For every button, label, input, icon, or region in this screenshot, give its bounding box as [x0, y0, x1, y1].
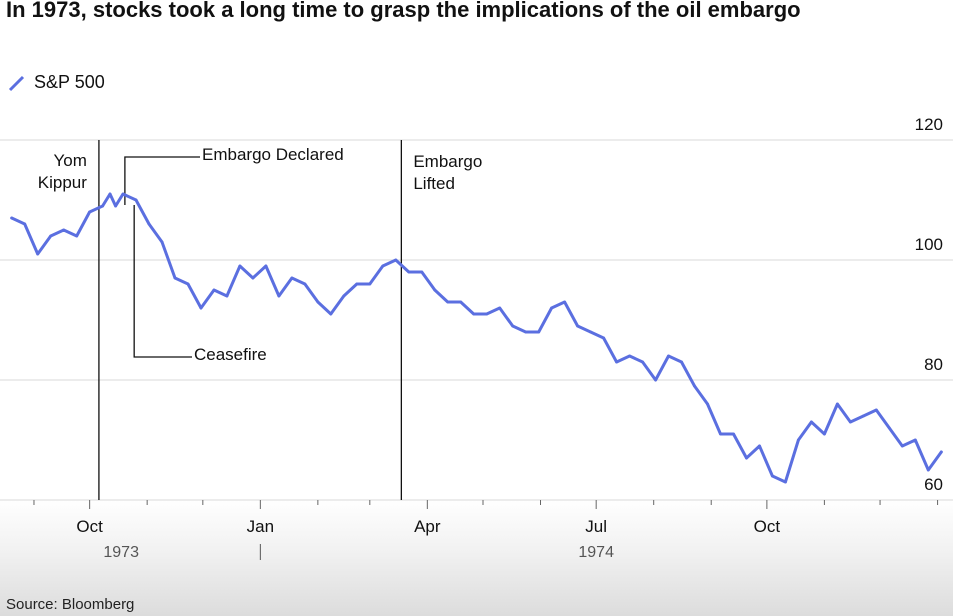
data-point: [101, 204, 105, 208]
data-point: [420, 270, 424, 274]
data-point: [212, 288, 216, 292]
data-point: [186, 282, 190, 286]
series-line-sp500: [10, 192, 943, 484]
data-point: [887, 426, 891, 430]
data-point: [524, 330, 528, 334]
legend: S&P 500: [8, 72, 105, 93]
annotation-embargo-lifted: Embargo Lifted: [413, 152, 482, 193]
data-point: [433, 288, 437, 292]
data-point: [290, 276, 294, 280]
data-point: [680, 360, 683, 364]
data-point: [199, 306, 203, 310]
annotation-yom-kippur: Yom Kippur: [38, 151, 87, 192]
event-leader-embargo-declared: [124, 156, 200, 205]
data-point: [134, 198, 138, 202]
data-point: [173, 276, 177, 280]
data-point: [745, 456, 748, 460]
data-point: [874, 408, 878, 412]
data-point: [900, 444, 904, 448]
data-point: [732, 432, 735, 436]
data-point: [822, 432, 826, 436]
data-point: [108, 192, 112, 196]
data-point: [160, 240, 164, 244]
data-point: [797, 438, 800, 442]
x-year-label: 1974: [578, 544, 614, 561]
data-point: [537, 330, 541, 334]
data-point: [342, 294, 346, 298]
data-point: [926, 468, 930, 472]
data-point: [628, 354, 631, 358]
data-point: [784, 480, 787, 484]
data-point: [654, 378, 657, 382]
data-point: [368, 282, 372, 286]
data-point: [329, 312, 333, 316]
data-point: [238, 264, 242, 268]
y-tick-label: 100: [915, 235, 943, 254]
legend-label: S&P 500: [34, 72, 105, 92]
data-point: [576, 324, 580, 328]
y-tick-label: 80: [924, 355, 943, 374]
data-point: [303, 282, 307, 286]
data-point: [75, 234, 79, 238]
data-point: [264, 264, 268, 268]
y-tick-label: 60: [924, 475, 943, 494]
data-point: [758, 444, 761, 448]
data-point: [498, 306, 502, 310]
data-point: [511, 324, 515, 328]
data-point: [719, 432, 722, 436]
data-point: [381, 264, 385, 268]
data-point: [394, 258, 398, 262]
data-point: [939, 450, 943, 454]
data-point: [147, 222, 151, 226]
x-tick-label: Jan: [247, 517, 274, 536]
data-point: [848, 420, 852, 424]
data-point: [835, 402, 839, 406]
footer-background: [0, 500, 953, 616]
data-point: [355, 282, 359, 286]
data-point: [693, 384, 696, 388]
data-point: [316, 300, 320, 304]
data-point: [550, 306, 554, 310]
data-point: [10, 216, 14, 220]
data-point: [225, 294, 229, 298]
data-point: [23, 222, 27, 226]
data-point: [589, 330, 593, 334]
x-tick-label: Apr: [414, 517, 441, 536]
data-point: [407, 270, 411, 274]
data-point: [602, 336, 605, 340]
data-point: [615, 360, 618, 364]
data-point: [88, 210, 92, 214]
data-point: [36, 252, 40, 256]
event-leader-ceasefire: [133, 205, 192, 358]
data-point: [810, 420, 813, 424]
y-tick-label: 120: [915, 115, 943, 134]
chart-title: In 1973, stocks took a long time to gras…: [6, 0, 801, 22]
legend-line-icon: [8, 75, 25, 91]
data-point: [49, 234, 53, 238]
data-point: [446, 300, 450, 304]
data-point: [563, 300, 567, 304]
data-point: [251, 276, 255, 280]
data-point: [667, 354, 670, 358]
x-tick-label: Oct: [76, 517, 103, 536]
data-point: [913, 438, 917, 442]
x-year-label: 1973: [103, 544, 139, 561]
data-point: [641, 360, 644, 364]
data-point: [472, 312, 476, 316]
data-point: [485, 312, 489, 316]
annotation-ceasefire: Ceasefire: [194, 345, 267, 364]
data-point: [706, 402, 709, 406]
source-note: Source: Bloomberg: [6, 596, 135, 613]
data-point: [114, 204, 118, 208]
annotation-embargo-declared: Embargo Declared: [202, 145, 344, 164]
data-point: [277, 294, 281, 298]
data-point: [121, 192, 125, 196]
x-tick-label: Oct: [754, 517, 781, 536]
data-point: [62, 228, 66, 232]
x-tick-label: Jul: [585, 517, 607, 536]
data-point: [771, 474, 774, 478]
data-point: [459, 300, 463, 304]
data-point: [861, 414, 865, 418]
